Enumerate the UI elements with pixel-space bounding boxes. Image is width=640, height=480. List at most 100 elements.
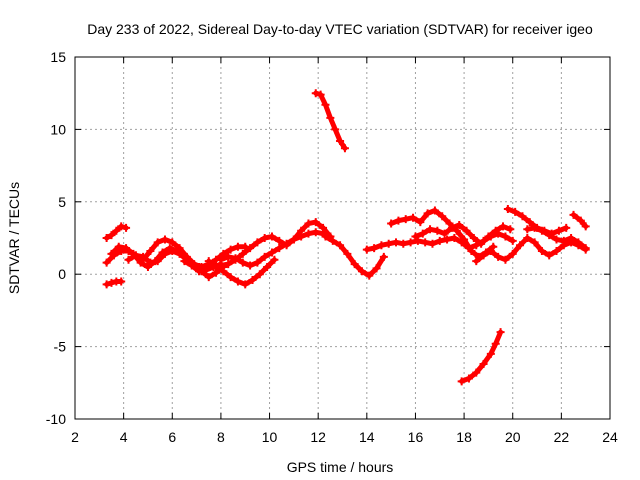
- data-point: [246, 261, 255, 270]
- data-point: [212, 262, 221, 271]
- data-point: [233, 242, 242, 251]
- data-point: [107, 231, 116, 240]
- data-point: [574, 238, 583, 247]
- data-point: [484, 232, 493, 241]
- series-arc-15: [472, 234, 590, 266]
- data-point: [122, 244, 131, 253]
- data-point: [430, 206, 439, 215]
- data-point: [131, 251, 140, 260]
- data-point: [491, 339, 500, 348]
- data-point: [321, 100, 330, 109]
- data-point: [102, 258, 111, 267]
- data-point: [486, 247, 495, 256]
- data-point: [401, 215, 410, 224]
- data-point: [501, 255, 510, 264]
- y-axis-label: SDTVAR / TECUs: [6, 182, 22, 294]
- series-arc-7: [204, 255, 279, 289]
- data-point: [409, 213, 418, 222]
- data-point: [112, 226, 121, 235]
- series-arc-14: [457, 328, 505, 386]
- data-point: [331, 125, 340, 134]
- data-point: [392, 238, 400, 247]
- y-axis-ticks: -10 -5 0 5 10 15: [46, 49, 610, 427]
- data-point: [233, 277, 242, 286]
- y-tick-label: 10: [50, 121, 66, 137]
- data-point: [450, 234, 459, 242]
- data-point: [143, 262, 152, 271]
- x-tick-label: 20: [505, 429, 521, 445]
- data-point: [370, 244, 379, 253]
- data-point: [153, 238, 162, 247]
- series-arc-2: [102, 277, 126, 289]
- data-point: [311, 89, 320, 98]
- data-point: [248, 275, 257, 284]
- data-point: [406, 238, 415, 247]
- data-point: [336, 241, 345, 250]
- data-point: [316, 90, 325, 99]
- x-tick-label: 22: [554, 429, 570, 445]
- data-point: [238, 249, 247, 258]
- data-point: [267, 248, 276, 257]
- data-point: [552, 247, 561, 256]
- series-trace: [322, 234, 387, 279]
- series-trace: [473, 235, 589, 264]
- x-tick-label: 14: [359, 429, 375, 445]
- data-point: [267, 232, 276, 241]
- data-point: [263, 262, 272, 271]
- data-point: [440, 229, 449, 238]
- data-point: [479, 251, 488, 260]
- data-point: [311, 218, 320, 227]
- data-point: [311, 228, 320, 237]
- data-point: [175, 249, 184, 258]
- data-point: [246, 244, 255, 253]
- data-point: [224, 252, 233, 261]
- series-arc-9: [311, 89, 349, 153]
- x-tick-label: 16: [408, 429, 424, 445]
- data-point: [491, 226, 500, 235]
- x-tick-label: 2: [71, 429, 79, 445]
- series-arc-18: [569, 210, 590, 231]
- data-point: [511, 207, 520, 216]
- data-series: [102, 89, 590, 386]
- data-point: [202, 265, 211, 274]
- data-point: [270, 255, 279, 264]
- x-tick-label: 18: [456, 429, 472, 445]
- data-point: [153, 257, 162, 266]
- data-point: [204, 273, 213, 282]
- data-point: [525, 218, 534, 227]
- data-point: [537, 226, 546, 235]
- data-point: [499, 222, 507, 231]
- data-point: [275, 244, 284, 253]
- data-point: [117, 222, 126, 231]
- data-point: [537, 247, 546, 256]
- data-point: [496, 328, 505, 337]
- data-point: [107, 278, 116, 287]
- series-trace: [206, 257, 277, 287]
- data-point: [489, 242, 498, 251]
- data-point: [462, 226, 471, 235]
- data-point: [372, 264, 381, 273]
- data-point: [447, 223, 456, 232]
- data-point: [508, 249, 517, 258]
- data-point: [260, 234, 269, 242]
- data-point: [545, 231, 554, 240]
- data-point: [117, 277, 126, 286]
- data-point: [438, 212, 447, 221]
- y-tick-label: 5: [58, 194, 66, 210]
- data-point: [516, 241, 525, 250]
- data-point: [357, 267, 366, 276]
- data-point: [340, 144, 349, 153]
- data-point: [168, 247, 177, 256]
- data-point: [297, 232, 306, 241]
- x-tick-label: 8: [217, 429, 225, 445]
- y-tick-label: 0: [58, 266, 66, 282]
- y-tick-label: 15: [50, 49, 66, 65]
- data-point: [411, 232, 420, 241]
- chart-title: Day 233 of 2022, Sidereal Day-to-day VTE…: [87, 21, 593, 37]
- series-arc-1: [102, 222, 131, 242]
- data-point: [576, 216, 585, 225]
- data-point: [581, 244, 590, 253]
- data-point: [107, 249, 116, 258]
- data-point: [523, 234, 532, 242]
- data-point: [168, 238, 177, 247]
